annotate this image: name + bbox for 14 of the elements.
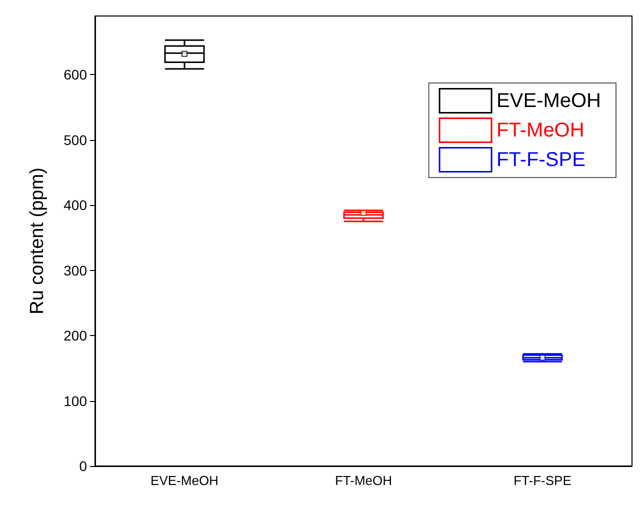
y-axis-title: Ru content (ppm): [27, 168, 48, 314]
x-tick-label: EVE-MeOH: [150, 473, 218, 488]
legend-label: FT-MeOH: [496, 119, 584, 142]
legend-label: FT-F-SPE: [496, 148, 586, 171]
y-tick-label: 500: [64, 132, 88, 148]
y-tick-label: 400: [64, 197, 88, 214]
x-tick-label: FT-F-SPE: [514, 473, 572, 488]
y-tick-label: 200: [64, 328, 88, 344]
y-tick-label: 0: [79, 458, 88, 474]
legend-label: EVE-MeOH: [496, 90, 602, 112]
y-tick-label: 600: [64, 66, 88, 83]
x-tick-label: FT-MeOH: [334, 473, 392, 488]
y-tick-label: 100: [64, 392, 88, 409]
y-tick-label: 300: [64, 262, 88, 278]
